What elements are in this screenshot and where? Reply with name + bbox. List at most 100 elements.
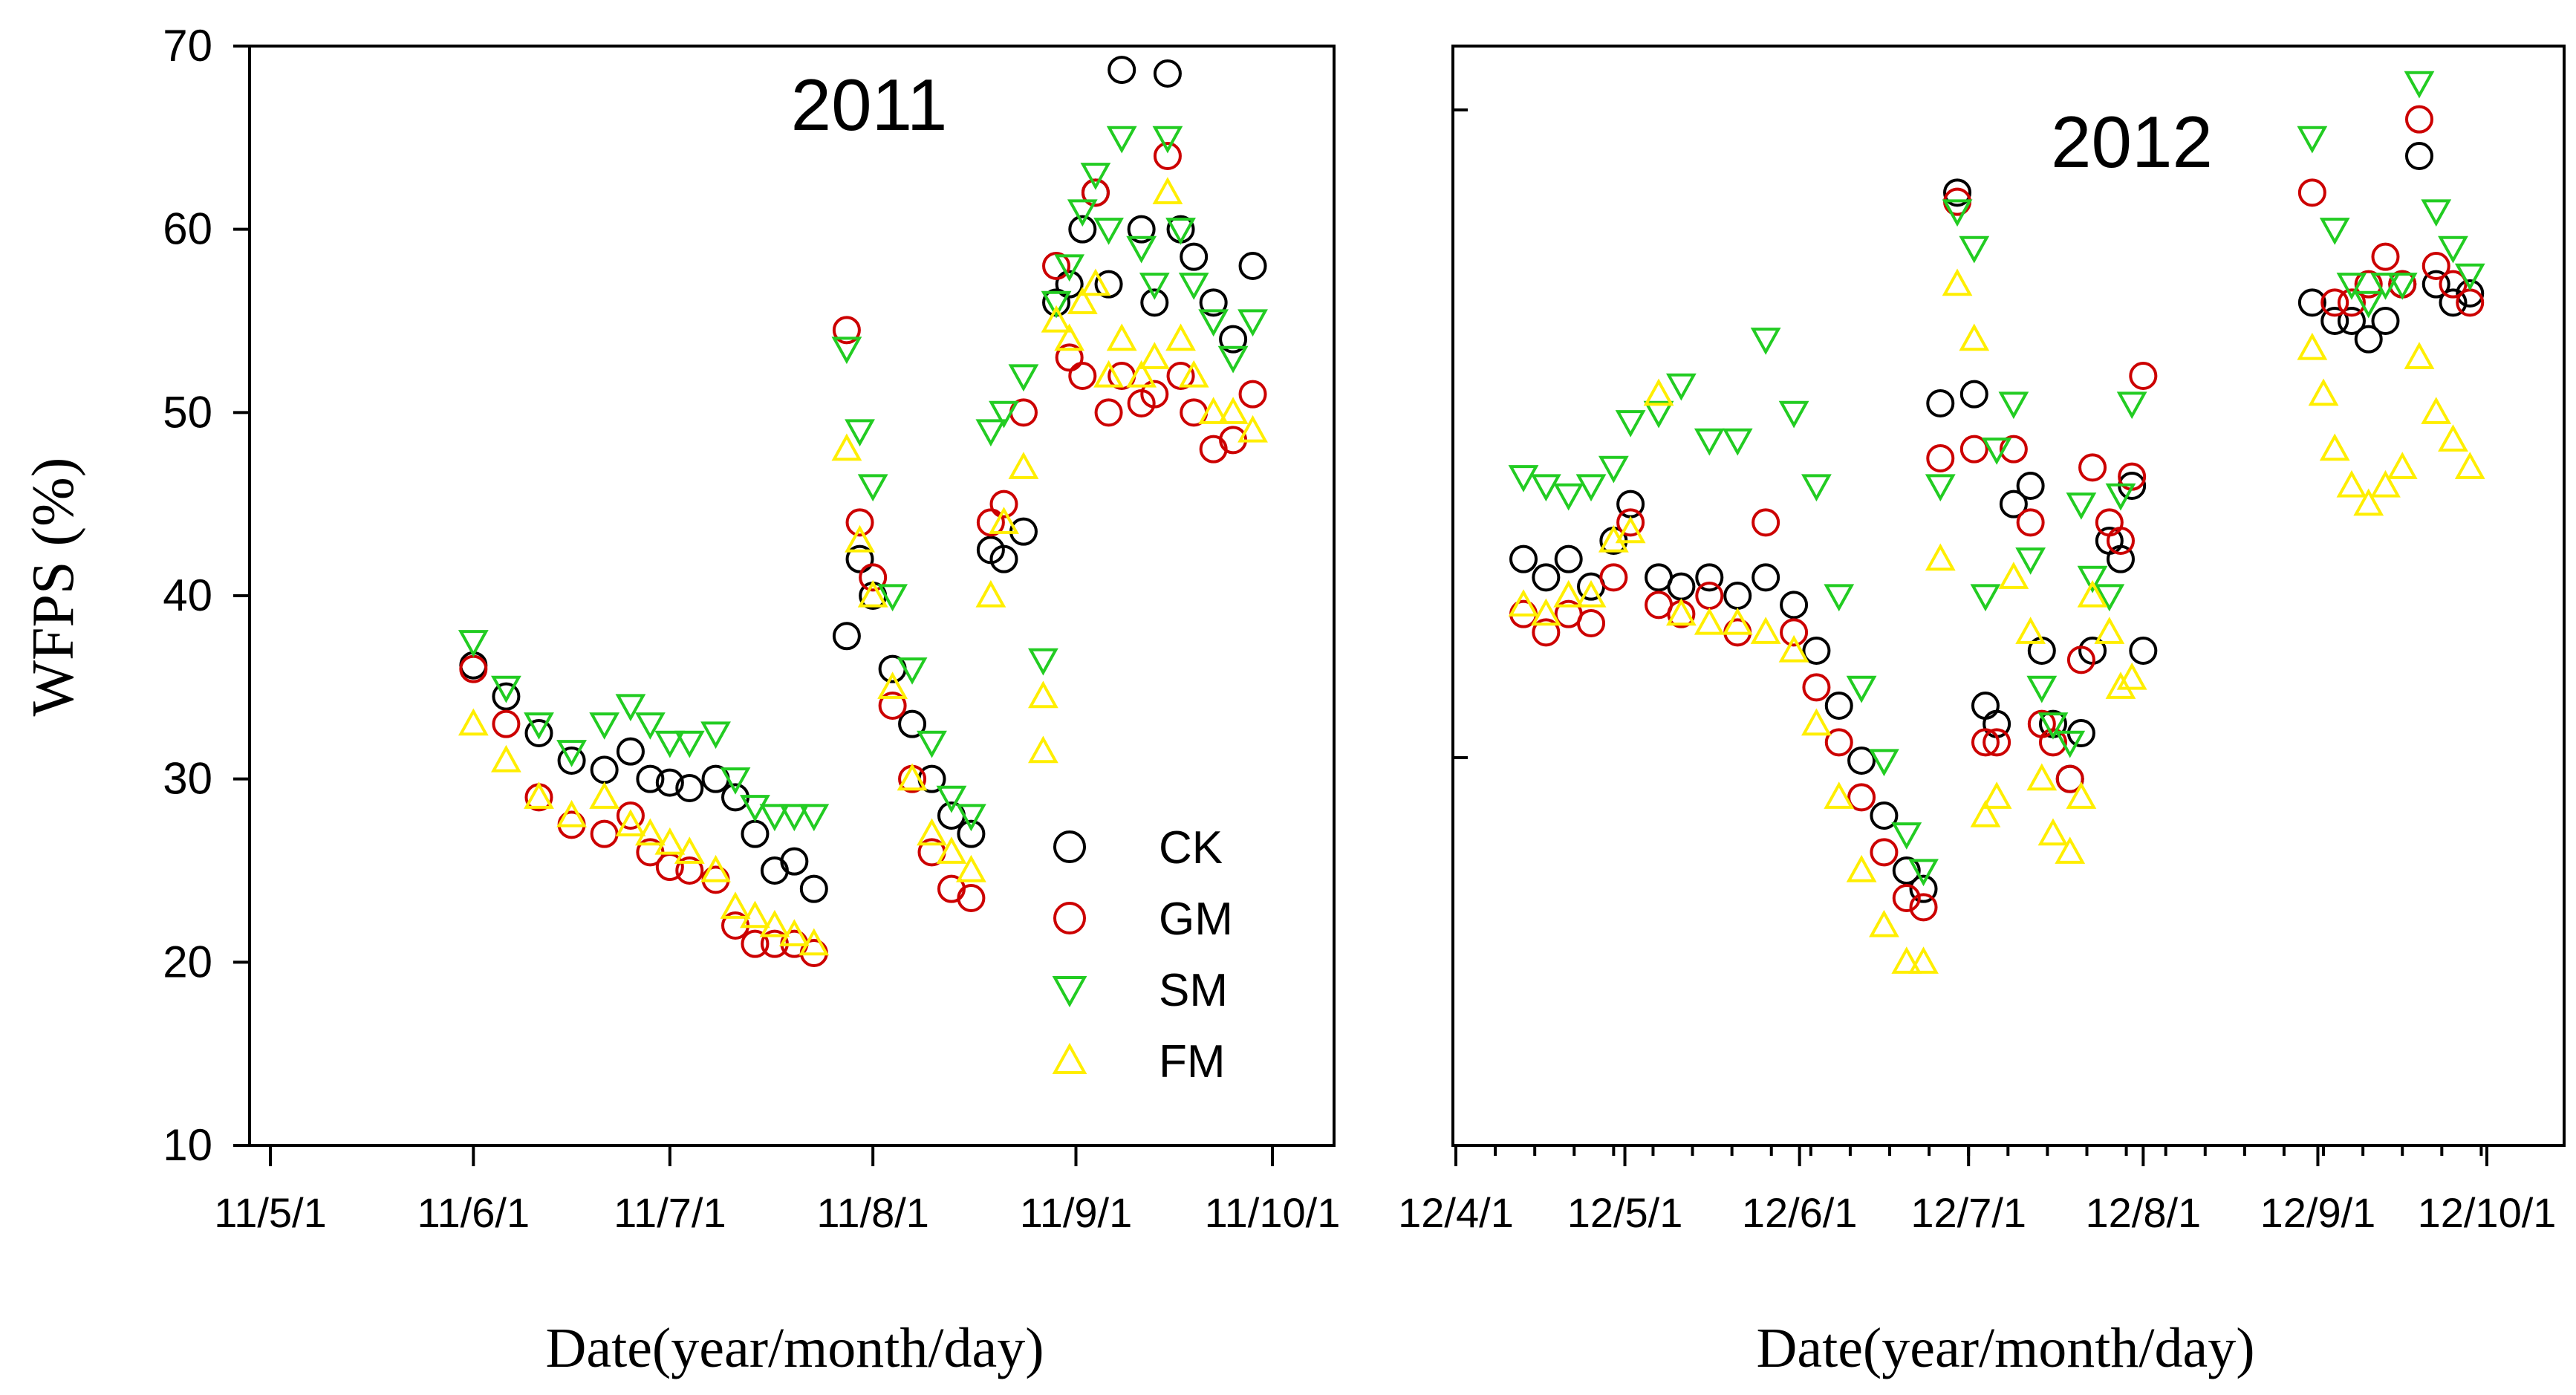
x-tick-label: 11/8/1 bbox=[816, 1189, 929, 1236]
point-ck-34 bbox=[2297, 288, 2326, 317]
point-sm-42 bbox=[2454, 263, 2485, 291]
point-fm-2 bbox=[1553, 579, 1584, 608]
point-sm-9 bbox=[700, 721, 731, 749]
point-ck-15 bbox=[1870, 801, 1899, 830]
point-fm-23 bbox=[975, 579, 1006, 608]
point-gm-18 bbox=[878, 692, 907, 720]
point-sm-39 bbox=[1217, 345, 1249, 374]
point-gm-21 bbox=[1971, 728, 2000, 757]
point-fm-34 bbox=[2308, 378, 2339, 406]
legend-marker-fm bbox=[1052, 1042, 1087, 1074]
point-sm-19 bbox=[1942, 199, 1973, 227]
point-ck-36 bbox=[2337, 307, 2366, 335]
point-sm-10 bbox=[720, 767, 751, 795]
point-sm-13 bbox=[1824, 584, 1855, 612]
point-gm-37 bbox=[1199, 435, 1228, 464]
point-fm-34 bbox=[1126, 360, 1157, 388]
point-sm-3 bbox=[1575, 474, 1607, 502]
point-fm-8 bbox=[1694, 607, 1725, 635]
point-ck-7 bbox=[655, 768, 684, 797]
point-fm-35 bbox=[1139, 342, 1170, 369]
point-sm-31 bbox=[2105, 483, 2136, 511]
point-fm-43 bbox=[2454, 452, 2485, 479]
point-fm-39 bbox=[2387, 452, 2418, 479]
point-sm-26 bbox=[1028, 648, 1058, 676]
point-fm-36 bbox=[2336, 469, 2367, 498]
point-fm-30 bbox=[1067, 287, 1098, 314]
point-fm-10 bbox=[1750, 617, 1781, 644]
point-ck-19 bbox=[1943, 178, 1972, 207]
point-sm-32 bbox=[2116, 391, 2147, 420]
point-ck-18 bbox=[1926, 389, 1955, 417]
point-ck-37 bbox=[1199, 288, 1228, 317]
point-gm-20 bbox=[1959, 435, 1988, 464]
point-fm-14 bbox=[1846, 854, 1877, 882]
point-ck-7 bbox=[1667, 572, 1696, 601]
point-fm-21 bbox=[1970, 799, 2001, 827]
point-fm-24 bbox=[989, 507, 1019, 534]
x-tick-label: 11/7/1 bbox=[614, 1189, 726, 1236]
point-gm-5 bbox=[1616, 508, 1645, 537]
point-gm-14 bbox=[1847, 783, 1876, 812]
point-sm-18 bbox=[877, 584, 908, 612]
point-sm-31 bbox=[1093, 218, 1124, 245]
point-gm-35 bbox=[2320, 288, 2349, 317]
point-gm-17 bbox=[859, 563, 888, 592]
point-ck-23 bbox=[1999, 490, 2028, 518]
point-gm-28 bbox=[2066, 646, 2095, 674]
point-gm-30 bbox=[2095, 508, 2124, 537]
point-sm-4 bbox=[1598, 455, 1629, 484]
point-fm-15 bbox=[1869, 909, 1899, 937]
x-tick-label: 12/7/1 bbox=[1910, 1189, 2026, 1236]
point-sm-13 bbox=[778, 804, 810, 832]
point-sm-3 bbox=[556, 740, 587, 767]
point-ck-11 bbox=[741, 819, 770, 848]
legend-marker-ck bbox=[1053, 830, 1086, 863]
x-tick-label: 11/9/1 bbox=[1020, 1189, 1133, 1236]
point-gm-5 bbox=[616, 801, 645, 830]
point-ck-33 bbox=[2129, 637, 2158, 665]
point-ck-30 bbox=[1094, 270, 1123, 299]
point-ck-13 bbox=[1824, 692, 1853, 720]
series-layer-2011 bbox=[458, 56, 1268, 967]
point-fm-6 bbox=[634, 818, 666, 846]
point-ck-16 bbox=[845, 544, 874, 573]
point-fm-16 bbox=[845, 524, 875, 553]
point-sm-1 bbox=[1530, 474, 1561, 502]
point-ck-15 bbox=[832, 622, 861, 651]
point-sm-2 bbox=[1553, 483, 1584, 511]
point-sm-38 bbox=[1198, 309, 1229, 337]
point-fm-27 bbox=[1028, 735, 1058, 764]
x-tick-label: 12/5/1 bbox=[1567, 1189, 1683, 1236]
point-fm-27 bbox=[2055, 836, 2086, 864]
point-gm-34 bbox=[1153, 142, 1182, 170]
point-ck-24 bbox=[989, 544, 1018, 573]
chart-panel-2012: 12/4/1 12/5/1 12/6/1 12/7/1 12/8/1 12/9/1 12/1… bbox=[1398, 45, 2566, 1379]
point-gm-29 bbox=[2078, 453, 2107, 482]
point-fm-19 bbox=[897, 763, 928, 791]
point-sm-23 bbox=[975, 419, 1006, 447]
legend-label-gm: GM bbox=[1159, 894, 1233, 945]
point-fm-32 bbox=[2116, 662, 2147, 690]
point-fm-18 bbox=[877, 672, 908, 699]
point-fm-18 bbox=[1925, 543, 1956, 571]
point-ck-42 bbox=[2439, 288, 2468, 317]
point-gm-38 bbox=[2371, 242, 2400, 271]
y-tick-label: 40 bbox=[163, 570, 212, 620]
point-fm-22 bbox=[1981, 781, 2012, 809]
point-fm-7 bbox=[1665, 598, 1697, 626]
point-ck-31 bbox=[2106, 544, 2135, 573]
point-gm-10 bbox=[1752, 508, 1780, 537]
point-sm-10 bbox=[1750, 328, 1781, 355]
point-sm-8 bbox=[674, 730, 705, 758]
point-fm-19 bbox=[1942, 268, 1973, 296]
point-sm-14 bbox=[799, 804, 830, 832]
point-gm-31 bbox=[2106, 527, 2135, 555]
point-sm-5 bbox=[1615, 410, 1646, 438]
point-fm-28 bbox=[1041, 305, 1072, 333]
point-fm-21 bbox=[936, 836, 967, 864]
point-sm-21 bbox=[936, 785, 967, 813]
point-fm-7 bbox=[654, 827, 686, 855]
point-sm-17 bbox=[857, 474, 888, 502]
point-fm-4 bbox=[589, 781, 620, 809]
